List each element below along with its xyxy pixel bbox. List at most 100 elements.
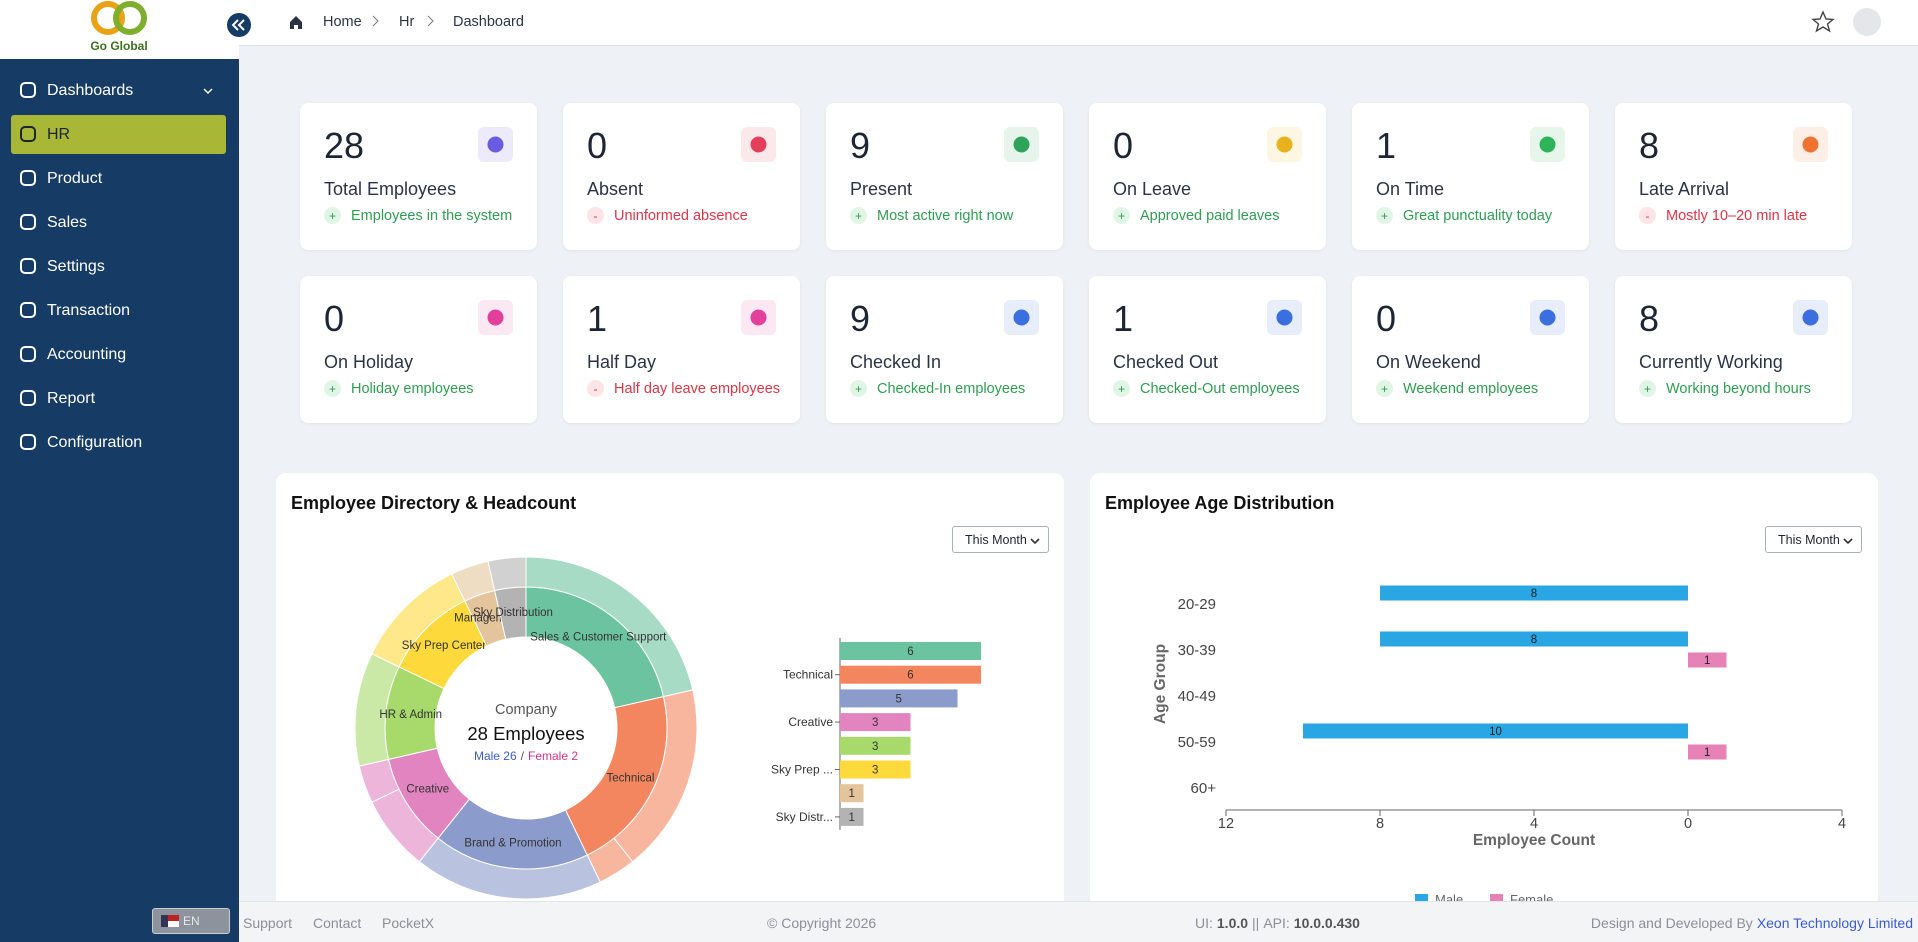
icon-shape [487, 136, 504, 153]
menu-label: Transaction [47, 301, 130, 319]
stat-card: 1 On Time + Great punctuality today [1352, 103, 1589, 250]
note-text: Holiday employees [351, 380, 474, 397]
panel-title: Employee Age Distribution [1105, 493, 1335, 513]
icon-shape [750, 136, 767, 153]
stat-card: 0 On Holiday + Holiday employees [300, 276, 537, 423]
separator [372, 15, 379, 27]
language-select[interactable]: EN [152, 908, 230, 934]
icon-glyph [1013, 136, 1030, 153]
note-text: Weekend employees [1403, 380, 1539, 397]
stat-title: Half Day [587, 352, 657, 372]
chevron [1030, 538, 1040, 545]
trend-sign: + [850, 380, 867, 397]
bar-value: 1 [1704, 655, 1710, 667]
trend-sign: + [1376, 207, 1393, 224]
stat-value: 0 [324, 298, 345, 339]
stat-note: + Most active right now [850, 207, 1013, 224]
logo[interactable]: Go Global [0, 0, 239, 59]
center-gender: Male 26 /Female 2 [474, 749, 578, 763]
stat-note: + Checked-In employees [850, 380, 1025, 397]
stat-card: 8 Currently Working + Working beyond hours [1615, 276, 1852, 423]
menu-item[interactable]: Transaction [11, 291, 226, 330]
x-tick-label: 4 [1530, 816, 1538, 832]
stat-icon [478, 300, 513, 335]
menu-item[interactable]: HR [11, 115, 226, 154]
menu-item[interactable]: Sales [11, 203, 226, 242]
footer: Support Contact PocketX © Copyright 2026 UI:… [239, 901, 1918, 942]
menu-item[interactable]: Settings [11, 247, 226, 286]
bar-value: 1 [1704, 747, 1710, 759]
breadcrumb-item[interactable]: Hr [399, 14, 414, 30]
stat-title: On Weekend [1376, 352, 1481, 372]
breadcrumb-item[interactable]: Home [323, 14, 362, 30]
y-tick-label: 40-49 [1178, 688, 1216, 705]
stat-note: + Great punctuality today [1376, 207, 1552, 224]
trend-sign: + [850, 207, 867, 224]
gender-male: Male 26 [474, 749, 517, 763]
icon-glyph [487, 136, 504, 153]
period-select[interactable]: This Month [1765, 526, 1862, 553]
segment-label: Brand & Promotion [464, 837, 561, 849]
stat-icon [741, 127, 776, 162]
stat-note: + Weekend employees [1376, 380, 1538, 397]
chart: Sales & Customer Support Technical Brand &… [354, 556, 981, 900]
bar [1380, 585, 1688, 601]
icon-shape [20, 346, 36, 362]
bar [840, 689, 958, 708]
bar-value: 3 [872, 741, 878, 753]
stat-title: On Holiday [324, 352, 414, 372]
center-total: 28 Employees [467, 723, 584, 744]
bar [840, 665, 981, 684]
y-axis-title: Age Group [1152, 644, 1169, 724]
footer-link[interactable]: PocketX [382, 915, 435, 931]
category-label: Sky Distr... [776, 810, 833, 824]
chevron [1843, 538, 1853, 545]
star-icon[interactable] [1811, 10, 1835, 33]
menu-item[interactable]: Dashboards [11, 71, 226, 110]
segment-label: Creative [406, 784, 449, 796]
footer-link[interactable]: Support [243, 915, 293, 931]
stat-card: 0 Absent - Uninformed absence [563, 103, 800, 250]
icon-shape [487, 309, 504, 326]
menu-item[interactable]: Report [11, 379, 226, 418]
icon-shape [1013, 136, 1030, 153]
y-tick-label: 20-29 [1178, 596, 1216, 613]
stat-title: Absent [587, 179, 644, 199]
note-text: Mostly 10–20 min late [1666, 207, 1808, 224]
bar [840, 713, 911, 732]
panel-title: Employee Directory & Headcount [291, 493, 577, 513]
x-tick-label: 12 [1218, 816, 1234, 832]
stat-icon [1267, 127, 1302, 162]
stat-value: 1 [1113, 298, 1134, 339]
bar-value: 8 [1531, 588, 1537, 600]
collapse-button[interactable] [226, 12, 252, 38]
footer-link[interactable]: Contact [313, 915, 362, 931]
trend-sign: - [1639, 207, 1656, 224]
gender-separator: / [521, 749, 525, 763]
menu-label: Settings [47, 257, 105, 275]
stat-card: 8 Late Arrival - Mostly 10–20 min late [1615, 103, 1852, 250]
stat-icon [741, 300, 776, 335]
avatar[interactable] [1853, 8, 1881, 36]
menu-item[interactable]: Accounting [11, 335, 226, 374]
icon-glyph [1802, 309, 1819, 326]
menu-item[interactable]: Configuration [11, 423, 226, 462]
trend-sign: + [1639, 380, 1656, 397]
icon-shape [1539, 136, 1556, 153]
company[interactable]: Xeon Technology Limited [1756, 915, 1913, 931]
version-part: 10.0.0.430 [1293, 915, 1360, 931]
icon-shape [20, 126, 36, 142]
version-part: 1.0.0 [1216, 915, 1249, 931]
stat-icon [1004, 300, 1039, 335]
stat-value: 9 [850, 125, 871, 166]
brand: Go Global [90, 39, 147, 53]
stat-title: On Leave [1113, 179, 1192, 199]
legend-swatch [1415, 894, 1428, 904]
breadcrumb: Home Hr Dashboard [290, 8, 1881, 36]
note-text: Half day leave employees [614, 380, 781, 397]
select-value: This Month [1778, 532, 1840, 547]
menu-item[interactable]: Product [11, 159, 226, 198]
period-select[interactable]: This Month [952, 526, 1049, 553]
chart-panel: Employee Directory & Headcount This Month… [276, 473, 1064, 913]
